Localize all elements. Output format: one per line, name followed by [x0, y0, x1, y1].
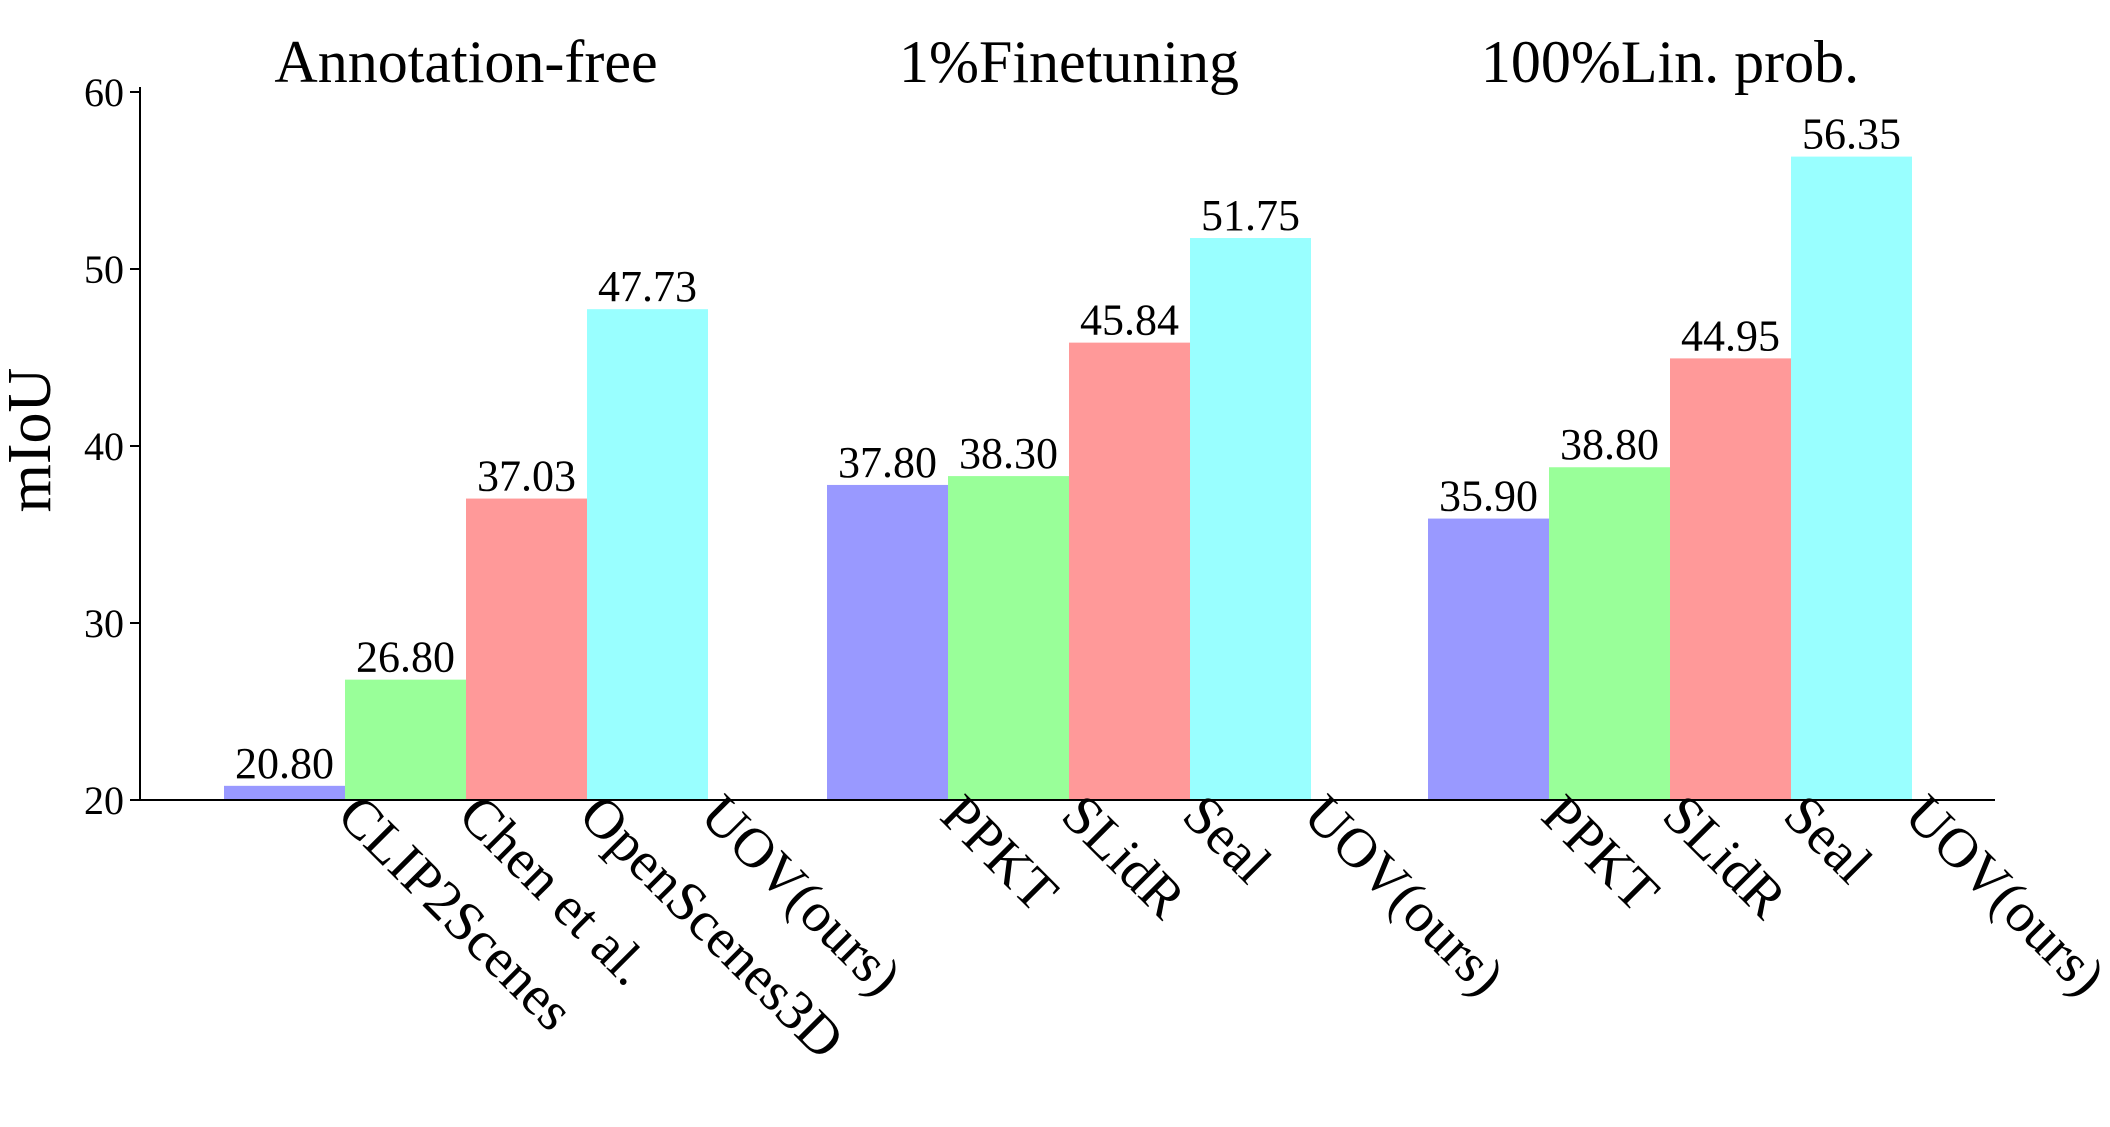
bar [1069, 342, 1190, 800]
bar-value-label: 26.80 [356, 633, 455, 682]
category-label: PPKT [929, 783, 1070, 924]
axes-layer: 20 30 40 50 60 [84, 70, 1995, 823]
category-label: UOV(ours) [1893, 783, 2110, 1007]
y-tick-label: 40 [84, 424, 124, 469]
bar [1549, 467, 1670, 800]
bar-value-label: 38.80 [1560, 420, 1659, 469]
group-title: 1%Finetuning [899, 29, 1239, 95]
bar [224, 785, 345, 800]
bar-value-label: 20.80 [235, 739, 334, 788]
bar-value-label: 51.75 [1201, 191, 1300, 240]
bar-value-label: 37.03 [477, 452, 576, 501]
bar-value-label: 56.35 [1802, 110, 1901, 159]
bar-value-label: 44.95 [1681, 311, 1780, 360]
category-label: SLidR [1651, 783, 1799, 931]
y-tick-label: 50 [84, 247, 124, 292]
bar [827, 484, 948, 800]
y-tick-label: 30 [84, 601, 124, 646]
bar-value-label: 47.73 [598, 262, 697, 311]
bar-value-label: 37.80 [838, 438, 937, 487]
bar [1670, 358, 1791, 800]
y-axis-label: mIoU [0, 368, 64, 513]
bar [948, 476, 1069, 800]
category-label: PPKT [1530, 783, 1671, 924]
bar [466, 498, 587, 800]
group-title: 100%Lin. prob. [1481, 29, 1859, 95]
bars-layer [224, 156, 1912, 801]
bar [1428, 518, 1549, 800]
bar-value-label: 35.90 [1439, 472, 1538, 521]
bar-value-label: 38.30 [959, 429, 1058, 478]
bar [587, 309, 708, 800]
category-label: UOV(ours) [1292, 783, 1516, 1007]
y-tick-label: 60 [84, 70, 124, 115]
category-label: SLidR [1050, 783, 1198, 931]
bar [1791, 156, 1912, 801]
group-title: Annotation-free [274, 29, 657, 95]
y-tick-label: 20 [84, 778, 124, 823]
bar [1190, 238, 1311, 800]
bar-value-label: 45.84 [1080, 296, 1179, 345]
bar [345, 679, 466, 800]
